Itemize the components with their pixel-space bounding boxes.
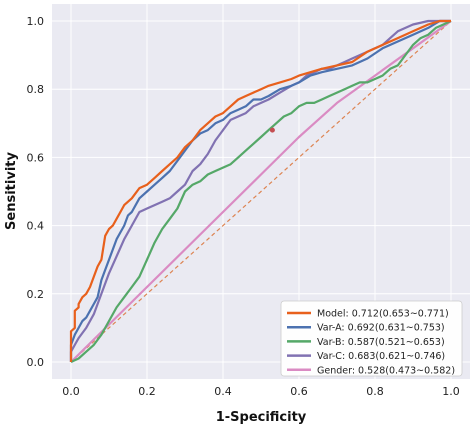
y-tick-label: 0.2 — [27, 288, 45, 301]
watermark-text: 知乎 @统计学舞台 — [352, 400, 448, 414]
legend-label: Model: 0.712(0.653~0.771) — [317, 309, 449, 320]
x-tick-label: 0.4 — [214, 385, 232, 398]
reference-diagonal-line — [70, 20, 452, 363]
legend-label: Var-B: 0.587(0.521~0.653) — [317, 337, 445, 348]
y-tick-label: 0.0 — [27, 356, 45, 369]
legend-label: Var-C: 0.683(0.621~0.746) — [317, 351, 445, 362]
legend: Model: 0.712(0.653~0.771) Var-A: 0.692(0.… — [280, 300, 463, 377]
y-tick-label: 0.8 — [27, 83, 45, 96]
optimal-point-marker — [269, 127, 275, 133]
x-axis-ticks: 0.0 0.2 0.4 0.6 0.8 1.0 — [62, 385, 460, 398]
y-axis-label: Sensitivity — [4, 152, 19, 230]
x-tick-label: 0.2 — [138, 385, 156, 398]
series-line-var-b — [70, 20, 452, 363]
x-axis-label: 1-Specificity — [216, 410, 307, 425]
legend-label: Var-A: 0.692(0.631~0.753) — [317, 323, 445, 334]
y-tick-label: 0.6 — [27, 151, 45, 164]
x-tick-label: 0.6 — [290, 385, 308, 398]
x-tick-label: 1.0 — [442, 385, 460, 398]
series-lines — [69, 19, 452, 363]
y-tick-label: 0.4 — [27, 220, 45, 233]
y-tick-label: 1.0 — [27, 15, 45, 28]
legend-box — [280, 300, 463, 377]
series-line-gender — [70, 20, 452, 363]
legend-items: Model: 0.712(0.653~0.771) Var-A: 0.692(0.… — [287, 309, 455, 376]
series-line-model — [69, 19, 451, 362]
legend-label: Gender: 0.528(0.473~0.582) — [317, 365, 455, 376]
y-axis-ticks: 0.0 0.2 0.4 0.6 0.8 1.0 — [27, 15, 45, 369]
x-tick-label: 0.8 — [366, 385, 384, 398]
series-line-var-a — [69, 19, 451, 362]
x-tick-label: 0.0 — [62, 385, 80, 398]
